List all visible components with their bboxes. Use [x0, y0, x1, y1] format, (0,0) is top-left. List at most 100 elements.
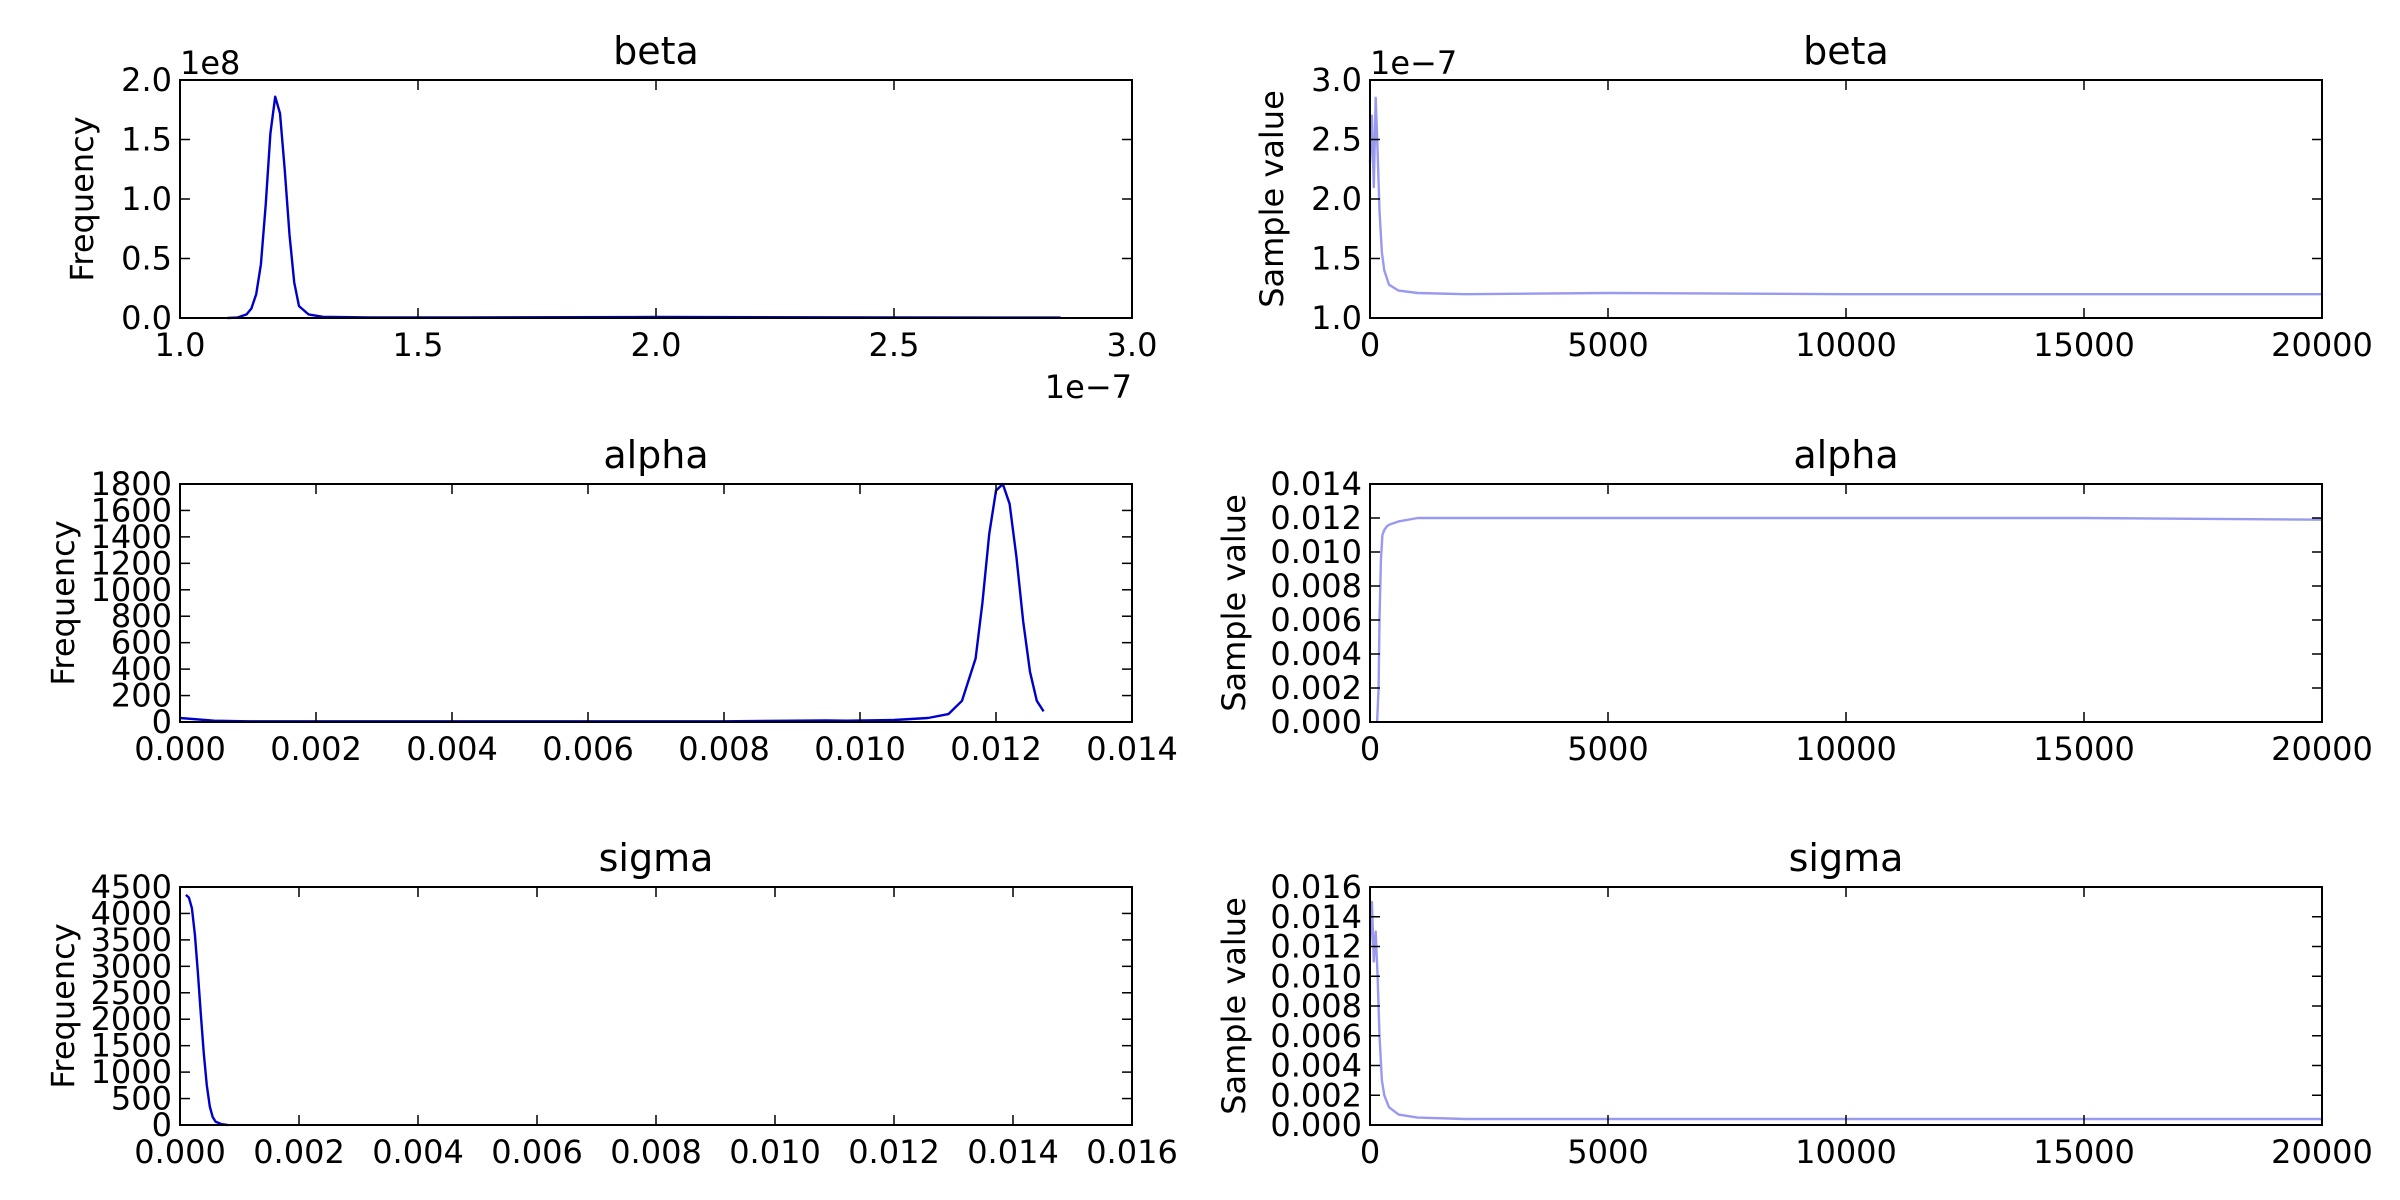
- alpha-trace-x-tick-label: 20000: [2271, 730, 2373, 768]
- alpha-density-y-tick-label: 200: [111, 677, 172, 715]
- alpha-density-x-tick-label: 0.014: [1086, 730, 1178, 768]
- beta-density-axes-frame: [179, 79, 1133, 319]
- beta-density-y-tick-label: 0.0: [121, 299, 172, 337]
- sigma-trace-y-tick-label: 0.002: [1270, 1076, 1362, 1114]
- beta-density-y-tick-label: 0.5: [121, 240, 172, 278]
- beta-trace-title: beta: [1803, 29, 1889, 73]
- beta-density-x-offset-label: 1e−7: [1045, 368, 1132, 406]
- sigma-trace-y-tick-label: 0.000: [1270, 1106, 1362, 1144]
- sigma-density-x-tick-label: 0.014: [967, 1133, 1059, 1171]
- sigma-density-x-tick-label: 0.010: [729, 1133, 821, 1171]
- alpha-trace-y-axis-label: Sample value: [1215, 494, 1253, 712]
- alpha-trace-y-tick-label: 0.006: [1270, 601, 1362, 639]
- alpha-density-title: alpha: [603, 433, 708, 477]
- alpha-density-y-tick-label: 1000: [91, 571, 172, 609]
- alpha-trace-y-tick-label: 0.012: [1270, 499, 1362, 537]
- alpha-density-x-tick-label: 0.002: [270, 730, 362, 768]
- alpha-trace-title: alpha: [1793, 433, 1898, 477]
- sigma-density-y-tick-label: 500: [111, 1080, 172, 1118]
- alpha-trace-x-tick-label: 15000: [2033, 730, 2135, 768]
- sigma-density-x-tick-label: 0.008: [610, 1133, 702, 1171]
- sigma-density-x-tick-label: 0.000: [134, 1133, 226, 1171]
- alpha-density-x-tick-label: 0.012: [950, 730, 1042, 768]
- panel-beta-density: 1.0 1.5 2.0 2.5 3.0 0.0 0.5 1.0 1.5 2.0 beta Freque…: [63, 29, 1157, 406]
- beta-density-y-tick-label: 1.5: [121, 121, 172, 159]
- beta-trace-x-tick-label: 10000: [1795, 326, 1897, 364]
- alpha-trace-y-tick-label: 0.014: [1270, 465, 1362, 503]
- alpha-density-y-tick-label: 400: [111, 650, 172, 688]
- beta-trace-x-tick-label: 5000: [1567, 326, 1648, 364]
- sigma-density-y-tick-label: 1000: [91, 1053, 172, 1091]
- beta-density-x-tick-label: 1.0: [155, 326, 206, 364]
- beta-trace-y-axis-label: Sample value: [1253, 90, 1291, 308]
- sigma-trace-y-tick-label: 0.016: [1270, 868, 1362, 906]
- alpha-density-y-tick-label: 1600: [91, 491, 172, 529]
- panel-alpha-density: 0.000 0.002 0.004 0.006 0.008 0.010 0.012 0.014…: [44, 433, 1178, 768]
- sigma-trace-x-tick-label: 15000: [2033, 1133, 2135, 1171]
- alpha-trace-x-tick-label: 10000: [1795, 730, 1897, 768]
- beta-trace-x-tick-label: 15000: [2033, 326, 2135, 364]
- alpha-trace-series-line: [1375, 516, 2323, 723]
- beta-density-y-offset-label: 1e8: [180, 44, 240, 82]
- beta-trace-y-tick-label: 1.5: [1311, 240, 1362, 278]
- sigma-density-y-tick-label: 2000: [91, 1000, 172, 1038]
- alpha-density-y-tick-label: 800: [111, 597, 172, 635]
- beta-trace-y-tick-label: 2.0: [1311, 180, 1362, 218]
- alpha-trace-y-tick-label: 0.002: [1270, 669, 1362, 707]
- sigma-density-y-tick-label: 0: [152, 1106, 172, 1144]
- beta-trace-axes-frame: [1369, 79, 2323, 319]
- beta-density-x-tick-label: 1.5: [393, 326, 444, 364]
- alpha-density-x-tick-label: 0.004: [406, 730, 498, 768]
- sigma-density-x-tick-label: 0.002: [253, 1133, 345, 1171]
- sigma-density-x-tick-label: 0.012: [848, 1133, 940, 1171]
- alpha-density-y-tick-label: 1400: [91, 518, 172, 556]
- alpha-density-x-tick-label: 0.010: [814, 730, 906, 768]
- sigma-trace-y-tick-label: 0.006: [1270, 1017, 1362, 1055]
- sigma-trace-axes-frame: [1369, 886, 2323, 1126]
- beta-density-x-tick-label: 3.0: [1107, 326, 1158, 364]
- beta-trace-y-tick-label: 2.5: [1311, 121, 1362, 159]
- panel-beta-trace: 0 5000 10000 15000 20000 1.0 1.5 2.0 2.5 3.0 beta S…: [1253, 29, 2373, 364]
- sigma-trace-y-tick-label: 0.008: [1270, 987, 1362, 1025]
- beta-density-x-tick-label: 2.5: [869, 326, 920, 364]
- beta-trace-series-line: [1368, 96, 2322, 296]
- sigma-density-series-line: [185, 894, 228, 1127]
- sigma-trace-series-line: [1368, 900, 2322, 1121]
- sigma-density-y-tick-label: 2500: [91, 974, 172, 1012]
- sigma-density-y-axis-label: Frequency: [44, 923, 82, 1088]
- alpha-trace-x-tick-label: 5000: [1567, 730, 1648, 768]
- alpha-trace-y-tick-label: 0.010: [1270, 533, 1362, 571]
- sigma-trace-y-tick-label: 0.004: [1270, 1047, 1362, 1085]
- alpha-density-y-tick-label: 1800: [91, 465, 172, 503]
- alpha-trace-y-tick-label: 0.000: [1270, 703, 1362, 741]
- sigma-density-x-tick-label: 0.016: [1086, 1133, 1178, 1171]
- beta-trace-x-tick-label: 0: [1360, 326, 1380, 364]
- alpha-density-y-axis-label: Frequency: [44, 520, 82, 685]
- beta-density-series-line: [227, 95, 1061, 320]
- sigma-density-y-tick-label: 4500: [91, 868, 172, 906]
- alpha-density-series-line: [179, 482, 1045, 723]
- alpha-density-y-tick-label: 0: [152, 703, 172, 741]
- sigma-trace-title: sigma: [1789, 836, 1904, 880]
- sigma-trace-y-axis-label: Sample value: [1215, 897, 1253, 1115]
- sigma-density-title: sigma: [599, 836, 714, 880]
- sigma-trace-x-tick-label: 0: [1360, 1133, 1380, 1171]
- sigma-trace-y-tick-label: 0.014: [1270, 898, 1362, 936]
- sigma-trace-y-tick-label: 0.012: [1270, 928, 1362, 966]
- panel-sigma-trace: 0 5000 10000 15000 20000 0.0000.0020.0040.006…: [1215, 836, 2373, 1171]
- alpha-density-y-tick-label: 1200: [91, 544, 172, 582]
- sigma-trace-x-tick-label: 5000: [1567, 1133, 1648, 1171]
- beta-density-title: beta: [613, 29, 699, 73]
- beta-trace-y-offset-label: 1e−7: [1370, 44, 1457, 82]
- sigma-density-x-tick-label: 0.004: [372, 1133, 464, 1171]
- alpha-trace-x-tick-label: 0: [1360, 730, 1380, 768]
- alpha-density-x-tick-label: 0.000: [134, 730, 226, 768]
- sigma-density-axes-frame: [179, 886, 1133, 1126]
- sigma-trace-x-tick-label: 20000: [2271, 1133, 2373, 1171]
- beta-density-x-tick-label: 2.0: [631, 326, 682, 364]
- beta-density-y-tick-label: 2.0: [121, 61, 172, 99]
- beta-density-y-tick-label: 1.0: [121, 180, 172, 218]
- sigma-density-y-tick-label: 4000: [91, 894, 172, 932]
- beta-trace-y-tick-label: 1.0: [1311, 299, 1362, 337]
